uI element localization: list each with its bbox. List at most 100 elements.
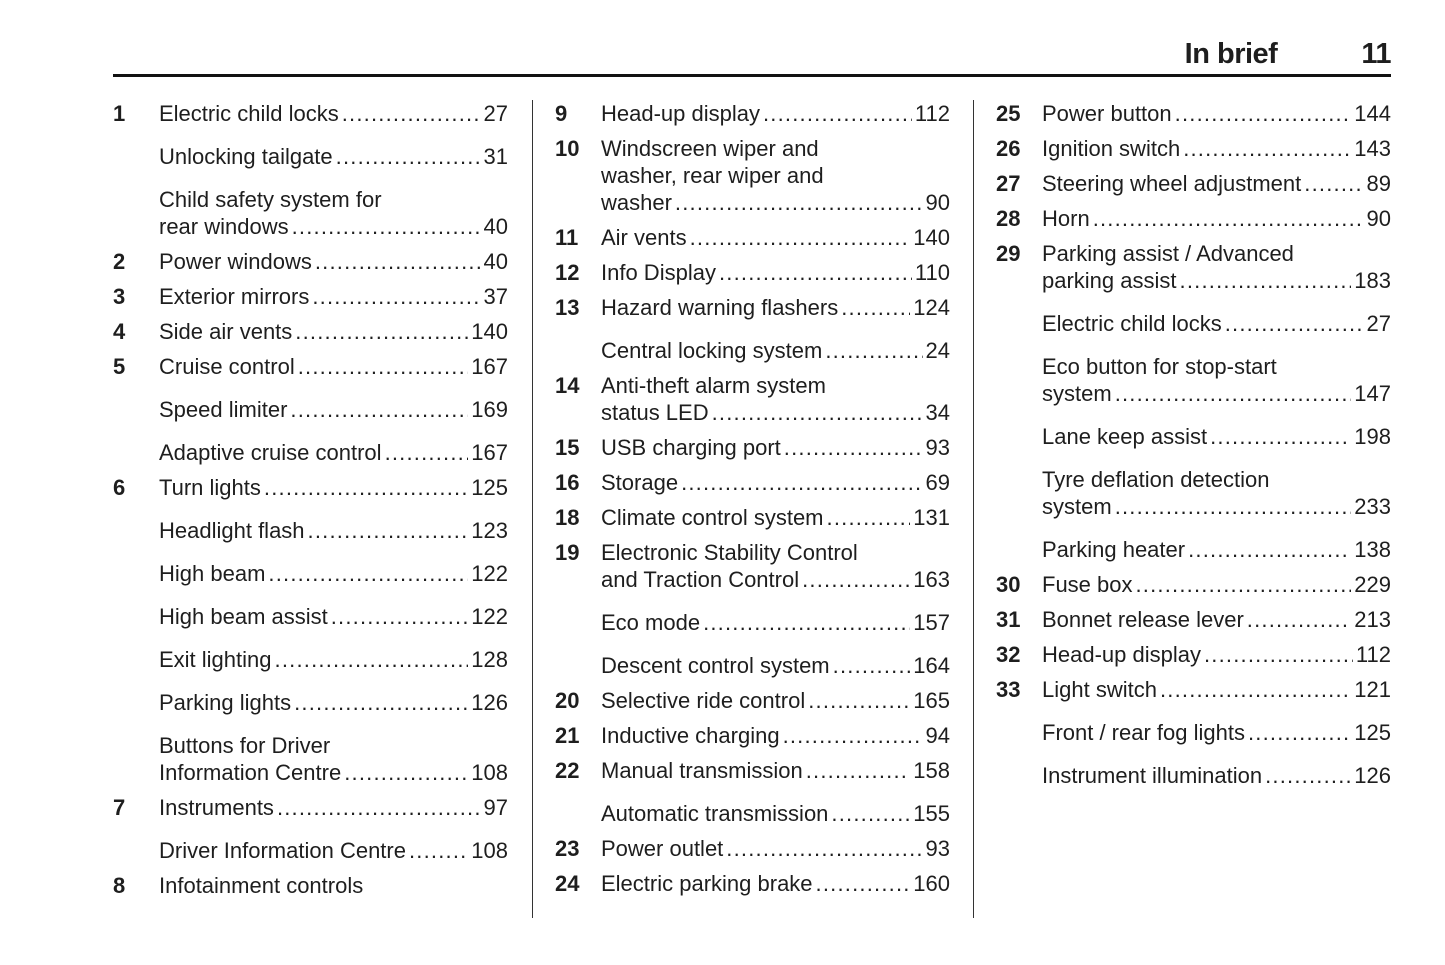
index-entry[interactable]: 26 Ignition switch 143 (996, 135, 1391, 162)
index-entry[interactable]: 19 Electronic Stability Control and Tracti… (555, 539, 950, 593)
page-reference[interactable]: 143 (1354, 136, 1391, 161)
index-entry[interactable]: 18 Climate control system 131 (555, 504, 950, 531)
page-reference[interactable]: 40 (483, 214, 508, 239)
page-reference[interactable]: 198 (1354, 424, 1391, 449)
page-reference[interactable]: 112 (1355, 642, 1391, 667)
page-reference[interactable]: 126 (471, 690, 508, 715)
page-reference[interactable]: 131 (913, 505, 950, 530)
page-reference[interactable]: 167 (471, 440, 508, 465)
page-reference[interactable]: 27 (1366, 311, 1391, 336)
page-reference[interactable]: 140 (471, 319, 508, 344)
index-entry[interactable]: High beam assist 122 (113, 603, 508, 630)
page-reference[interactable]: 94 (925, 723, 950, 748)
index-entry[interactable]: 21 Inductive charging 94 (555, 722, 950, 749)
page-reference[interactable]: 233 (1354, 494, 1391, 519)
index-entry[interactable]: 23 Power outlet 93 (555, 835, 950, 862)
page-reference[interactable]: 213 (1354, 607, 1391, 632)
page-reference[interactable]: 121 (1354, 677, 1391, 702)
page-reference[interactable]: 24 (925, 338, 950, 363)
page-reference[interactable]: 110 (914, 260, 950, 285)
page-reference[interactable]: 37 (483, 284, 508, 309)
page-reference[interactable]: 89 (1366, 171, 1391, 196)
index-entry[interactable]: 22 Manual transmission 158 (555, 757, 950, 784)
index-entry[interactable]: 6 Turn lights 125 (113, 474, 508, 501)
index-entry[interactable]: 1 Electric child locks 27 (113, 100, 508, 127)
page-reference[interactable]: 112 (914, 101, 950, 126)
page-reference[interactable]: 138 (1354, 537, 1391, 562)
page-reference[interactable]: 122 (471, 561, 508, 586)
page-reference[interactable]: 97 (483, 795, 508, 820)
page-reference[interactable]: 90 (1366, 206, 1391, 231)
index-entry[interactable]: Front / rear fog lights 125 (996, 719, 1391, 746)
index-entry[interactable]: 25 Power button 144 (996, 100, 1391, 127)
index-entry[interactable]: 29 Parking assist / Advanced parking assis… (996, 240, 1391, 294)
index-entry[interactable]: 13 Hazard warning flashers 124 (555, 294, 950, 321)
index-entry[interactable]: Automatic transmission 155 (555, 800, 950, 827)
index-entry[interactable]: Headlight flash 123 (113, 517, 508, 544)
page-reference[interactable]: 31 (483, 144, 508, 169)
page-reference[interactable]: 160 (913, 871, 950, 896)
index-entry[interactable]: Electric child locks 27 (996, 310, 1391, 337)
page-reference[interactable]: 122 (471, 604, 508, 629)
page-reference[interactable]: 93 (925, 435, 950, 460)
page-reference[interactable]: 165 (913, 688, 950, 713)
index-entry[interactable]: 20 Selective ride control 165 (555, 687, 950, 714)
index-entry[interactable]: Eco mode 157 (555, 609, 950, 636)
index-entry[interactable]: Instrument illumination 126 (996, 762, 1391, 789)
index-entry[interactable]: Driver Information Centre 108 (113, 837, 508, 864)
index-entry[interactable]: 7 Instruments 97 (113, 794, 508, 821)
index-entry[interactable]: 3 Exterior mirrors 37 (113, 283, 508, 310)
index-entry[interactable]: Parking heater 138 (996, 536, 1391, 563)
index-entry[interactable]: 28 Horn 90 (996, 205, 1391, 232)
index-entry[interactable]: 31 Bonnet release lever 213 (996, 606, 1391, 633)
page-reference[interactable]: 69 (925, 470, 950, 495)
page-reference[interactable]: 40 (483, 249, 508, 274)
index-entry[interactable]: Unlocking tailgate 31 (113, 143, 508, 170)
index-entry[interactable]: 11 Air vents 140 (555, 224, 950, 251)
page-reference[interactable]: 169 (471, 397, 508, 422)
page-reference[interactable]: 123 (471, 518, 508, 543)
page-reference[interactable]: 140 (913, 225, 950, 250)
page-reference[interactable]: 128 (471, 647, 508, 672)
index-entry[interactable]: Lane keep assist 198 (996, 423, 1391, 450)
index-entry[interactable]: 10 Windscreen wiper and washer, rear wiper… (555, 135, 950, 216)
page-reference[interactable]: 167 (471, 354, 508, 379)
index-entry[interactable]: 2 Power windows 40 (113, 248, 508, 275)
index-entry[interactable]: Exit lighting 128 (113, 646, 508, 673)
page-reference[interactable]: 27 (483, 101, 508, 126)
index-entry[interactable]: Descent control system 164 (555, 652, 950, 679)
index-entry[interactable]: Central locking system 24 (555, 337, 950, 364)
page-reference[interactable]: 163 (913, 567, 950, 592)
index-entry[interactable]: High beam 122 (113, 560, 508, 587)
page-reference[interactable]: 124 (913, 295, 950, 320)
page-reference[interactable]: 157 (913, 610, 950, 635)
index-entry[interactable]: 32 Head-up display 112 (996, 641, 1391, 668)
page-reference[interactable]: 147 (1354, 381, 1391, 406)
index-entry[interactable]: 16 Storage 69 (555, 469, 950, 496)
index-entry[interactable]: 27 Steering wheel adjustment 89 (996, 170, 1391, 197)
index-entry[interactable]: 5 Cruise control 167 (113, 353, 508, 380)
index-entry[interactable]: 8 Infotainment controls (113, 872, 508, 899)
page-reference[interactable]: 34 (925, 400, 950, 425)
page-reference[interactable]: 90 (925, 190, 950, 215)
index-entry[interactable]: 30 Fuse box 229 (996, 571, 1391, 598)
page-reference[interactable]: 155 (913, 801, 950, 826)
page-reference[interactable]: 125 (471, 475, 508, 500)
page-reference[interactable]: 183 (1354, 268, 1391, 293)
page-reference[interactable]: 144 (1354, 101, 1391, 126)
index-entry[interactable]: Adaptive cruise control 167 (113, 439, 508, 466)
index-entry[interactable]: Speed limiter 169 (113, 396, 508, 423)
index-entry[interactable]: 4 Side air vents 140 (113, 318, 508, 345)
index-entry[interactable]: 9 Head-up display 112 (555, 100, 950, 127)
index-entry[interactable]: 12 Info Display 110 (555, 259, 950, 286)
page-reference[interactable]: 126 (1354, 763, 1391, 788)
page-reference[interactable]: 125 (1354, 720, 1391, 745)
index-entry[interactable]: Parking lights 126 (113, 689, 508, 716)
page-reference[interactable]: 108 (471, 760, 508, 785)
page-reference[interactable]: 164 (913, 653, 950, 678)
page-reference[interactable]: 229 (1354, 572, 1391, 597)
page-reference[interactable]: 93 (925, 836, 950, 861)
